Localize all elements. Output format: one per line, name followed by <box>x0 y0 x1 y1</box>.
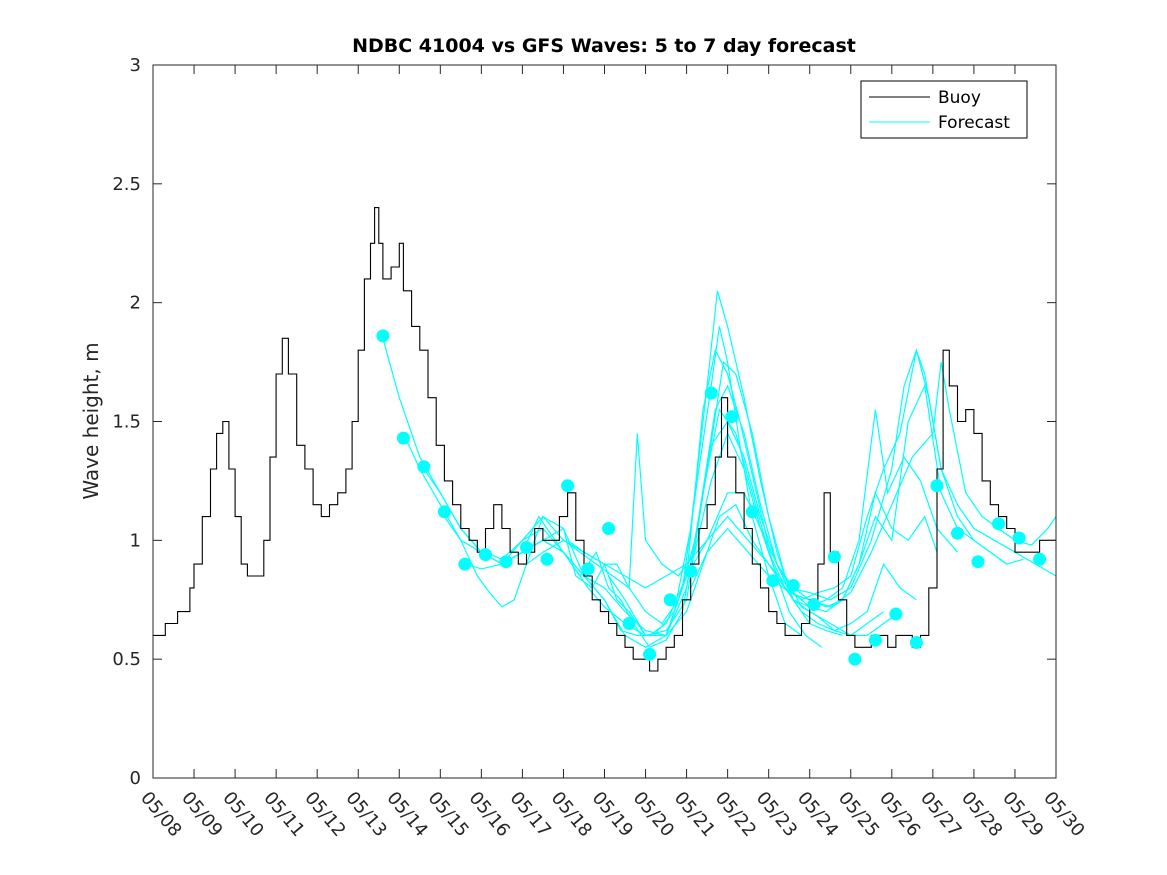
y-axis-label: Wave height, m <box>79 342 103 499</box>
chart-title: NDBC 41004 vs GFS Waves: 5 to 7 day fore… <box>352 35 856 57</box>
forecast-marker-22 <box>807 598 821 611</box>
forecast-line-9 <box>567 383 1008 608</box>
x-tick-label: 05/08 <box>136 788 185 841</box>
x-tick-label: 05/21 <box>670 788 719 841</box>
forecast-marker-27 <box>909 636 923 649</box>
forecast-marker-10 <box>561 479 575 493</box>
forecast-marker-30 <box>971 555 985 569</box>
y-tick-label: 3 <box>130 55 141 76</box>
x-tick-label: 05/11 <box>259 788 308 841</box>
x-tick-label: 05/20 <box>629 788 678 841</box>
axes-box <box>152 64 1057 779</box>
plot-area <box>153 207 1057 672</box>
forecast-marker-33 <box>1033 552 1047 566</box>
legend-label-forecast: Forecast <box>938 113 1010 133</box>
forecast-marker-20 <box>766 574 780 588</box>
forecast-line-12 <box>690 361 1057 608</box>
forecast-marker-8 <box>520 541 533 554</box>
y-tick-label: 0.5 <box>112 649 141 670</box>
forecast-marker-28 <box>930 479 944 493</box>
forecast-marker-6 <box>479 548 492 562</box>
x-tick-label: 05/10 <box>218 788 267 841</box>
forecast-marker-19 <box>745 505 759 519</box>
forecast-marker-7 <box>499 555 513 569</box>
forecast-marker-16 <box>684 564 698 578</box>
forecast-marker-12 <box>602 522 616 535</box>
x-tick-label: 05/15 <box>423 788 472 841</box>
forecast-line-11 <box>649 348 1057 636</box>
forecast-marker-11 <box>581 562 595 576</box>
forecast-marker-15 <box>663 593 677 607</box>
x-tick-label: 05/18 <box>547 788 596 841</box>
forecast-marker-24 <box>848 652 862 666</box>
forecast-marker-32 <box>1012 531 1026 545</box>
x-tick-label: 05/17 <box>506 788 555 841</box>
x-tick-label: 05/14 <box>382 788 431 841</box>
y-tick-label: 1.5 <box>112 412 141 433</box>
y-tick-label: 0 <box>130 768 141 789</box>
forecast-marker-5 <box>458 557 472 571</box>
y-tick-label: 2.5 <box>112 174 141 195</box>
forecast-marker-4 <box>437 505 451 519</box>
x-tick-label: 05/09 <box>177 788 226 841</box>
x-tick-label: 05/26 <box>875 788 924 841</box>
forecast-marker-9 <box>540 552 554 566</box>
buoy-line <box>153 207 1056 672</box>
forecast-marker-14 <box>643 647 657 661</box>
forecast-marker-23 <box>827 550 841 564</box>
forecast-marker-26 <box>889 607 903 621</box>
forecast-marker-2 <box>396 431 410 445</box>
x-tick-label: 05/25 <box>834 788 883 841</box>
forecast-marker-18 <box>725 410 739 424</box>
x-tick-label: 05/19 <box>588 788 637 841</box>
legend-label-buoy: Buoy <box>938 88 981 108</box>
forecast-marker-13 <box>622 617 636 630</box>
legend-box <box>860 80 1028 139</box>
forecast-marker-25 <box>868 633 882 647</box>
x-tick-label: 05/29 <box>998 788 1047 841</box>
y-tick-label: 1 <box>130 530 141 551</box>
forecast-line-8 <box>526 409 958 608</box>
legend: Buoy Forecast <box>860 80 1028 139</box>
forecast-marker-31 <box>992 517 1005 531</box>
axes: 00.511.522.5305/0805/0905/1005/1105/1205… <box>112 55 1088 841</box>
x-tick-label: 05/24 <box>793 788 842 841</box>
x-tick-label: 05/22 <box>711 788 760 841</box>
x-tick-label: 05/23 <box>752 788 801 841</box>
forecast-marker-21 <box>786 579 800 592</box>
forecast-marker-17 <box>704 386 718 400</box>
forecast-marker-1 <box>376 329 390 343</box>
x-tick-label: 05/27 <box>916 788 965 841</box>
forecast-marker-29 <box>951 526 964 540</box>
y-tick-label: 2 <box>130 293 141 314</box>
forecast-line-2 <box>402 348 823 648</box>
x-tick-label: 05/16 <box>465 788 514 841</box>
x-tick-label: 05/13 <box>341 788 390 841</box>
forecast-marker-3 <box>417 460 431 474</box>
forecast-line-6 <box>485 408 917 637</box>
forecast-line-10 <box>608 350 1024 636</box>
x-tick-label: 05/12 <box>300 788 349 841</box>
x-tick-label: 05/28 <box>957 788 1006 841</box>
x-tick-label: 05/30 <box>1039 788 1088 841</box>
